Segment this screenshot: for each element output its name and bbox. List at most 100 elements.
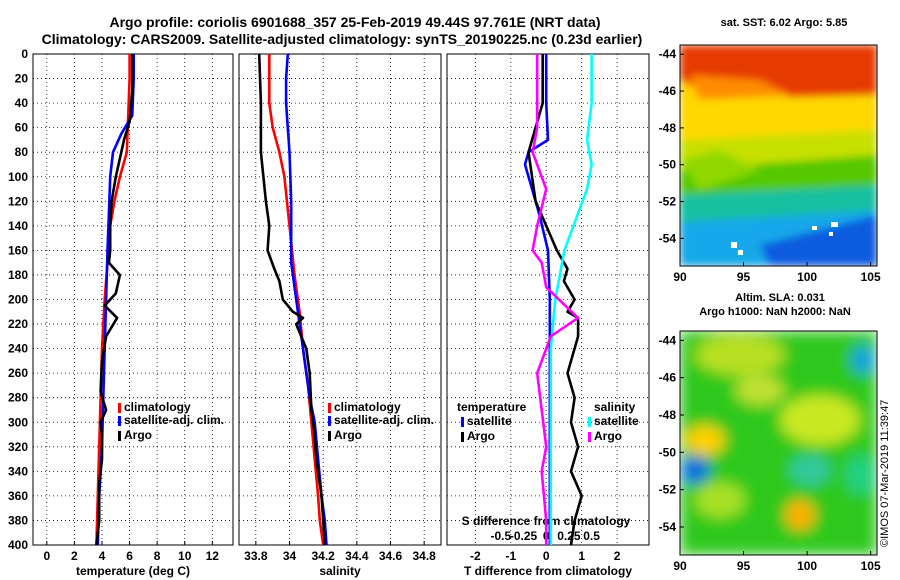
sla-map-subtitle: Argo h1000: NaN h2000: NaN [699, 306, 851, 318]
sla-map-ytick-label: -50 [659, 445, 677, 459]
sla-map-ytick-label: -44 [659, 333, 677, 347]
diff-series-t-satellite [523, 54, 552, 545]
depth-tick-label: 20 [15, 72, 29, 86]
depth-tick-label: 380 [8, 513, 28, 527]
sst-map-ytick-label: -52 [659, 195, 677, 209]
salinity-xtick-label: 34 [283, 549, 297, 563]
sal-legend-swatch [328, 416, 331, 426]
diff-frame [446, 53, 650, 546]
sst-map [680, 45, 877, 266]
sal-legend-label: Argo [334, 428, 362, 442]
depth-tick-label: 360 [8, 489, 28, 503]
sst-map-xtick-label: 90 [673, 270, 687, 284]
figure-title-line2: Climatology: CARS2009. Satellite-adjuste… [42, 31, 643, 47]
depth-tick-label: 40 [15, 96, 29, 110]
salinity-panel: 33.8 34 34.2 34.4 34.6 34.8 salinity climatolog… [238, 53, 442, 578]
temp-legend-label: climatology [124, 400, 191, 414]
depth-tick-label: 280 [8, 391, 28, 405]
figure-title-line1: Argo profile: coriolis 6901688_357 25-Fe… [109, 14, 600, 30]
depth-tick-label: 320 [8, 440, 28, 454]
sla-map-xtick-label: 105 [861, 559, 881, 573]
sal-legend-label: climatology [334, 400, 401, 414]
temperature-xtick-label: 4 [99, 549, 106, 563]
depth-tick-label: 260 [8, 366, 28, 380]
diff-legend-title-temperature: temperature [457, 400, 527, 414]
temp-legend-swatch [118, 416, 121, 426]
sla-map-axes: 90 95 100 105 -44 -46 -48 -50 -52 -54 [659, 333, 881, 573]
depth-tick-label: 180 [8, 268, 28, 282]
diff-legend-swatch-s [588, 432, 591, 442]
sla-map-xtick-label: 95 [737, 559, 751, 573]
temp-legend-swatch [118, 431, 121, 441]
depth-tick-label: 60 [15, 121, 29, 135]
sla-map-frame [679, 330, 878, 556]
depth-tick-label: 160 [8, 243, 28, 257]
diff-s-tick-label: -0.5 [491, 529, 512, 543]
depth-tick-label: 400 [8, 538, 28, 552]
diff-t-xlabel: T difference from climatology [464, 564, 632, 578]
temperature-series-argo [95, 54, 134, 546]
diff-legend-label-s: satellite [594, 414, 639, 428]
temp-legend-swatch [118, 403, 121, 413]
diff-series-s-argo [531, 54, 580, 545]
sal-legend-swatch [328, 431, 331, 441]
sla-map-ytick-label: -46 [659, 371, 677, 385]
sla-map-ytick-label: -54 [659, 520, 677, 534]
sst-map-title: sat. SST: 6.02 Argo: 5.85 [721, 17, 848, 29]
sst-missing-data [731, 222, 838, 255]
sst-map-axes: 90 95 100 105 -44 -46 -48 -50 -52 -54 [659, 47, 881, 284]
depth-tick-label: 340 [8, 464, 28, 478]
diff-series-t-argo [527, 54, 584, 546]
sla-map-xtick-label: 100 [797, 559, 817, 573]
diff-legend-label-t: Argo [467, 429, 495, 443]
diff-legend-label-t: satellite [467, 414, 512, 428]
depth-tick-label: 220 [8, 317, 28, 331]
diff-legend-title-salinity: salinity [594, 400, 636, 414]
sst-map-xtick-label: 95 [737, 270, 751, 284]
sst-map-ytick-label: -46 [659, 84, 677, 98]
diff-t-tick-label: -1 [505, 549, 516, 563]
diff-t-tick-label: 1 [578, 549, 585, 563]
depth-tick-label: 80 [15, 145, 29, 159]
diff-legend-swatch-t [461, 432, 464, 442]
sst-map-ytick-label: -54 [659, 231, 677, 245]
depth-tick-label: 0 [21, 47, 28, 61]
temp-legend-label: Argo [124, 428, 152, 442]
sla-map [680, 331, 877, 555]
sst-map-frame [679, 44, 878, 267]
salinity-frame [238, 53, 442, 546]
diff-series-s-satellite [549, 54, 593, 545]
sla-map-xtick-label: 90 [673, 559, 687, 573]
diff-legend-swatch-s [588, 417, 591, 427]
salinity-series-climatology [267, 54, 325, 546]
diff-t-tick-label: 2 [614, 549, 621, 563]
diff-s-tick-label: -0.25 [510, 529, 538, 543]
depth-tick-label: 140 [8, 219, 28, 233]
salinity-series-satellite-adj-clim- [284, 53, 328, 546]
diff-t-tick-label: -2 [470, 549, 481, 563]
credit-text: ©IMOS 07-Mar-2019 11:39:47 [879, 400, 891, 547]
depth-tick-label: 100 [8, 170, 28, 184]
sla-map-ytick-label: -48 [659, 408, 677, 422]
sst-map-ytick-label: -48 [659, 121, 677, 135]
depth-tick-label: 240 [8, 342, 28, 356]
sal-legend-label: satellite-adj. clim. [334, 413, 434, 427]
depth-tick-label: 120 [8, 194, 28, 208]
sal-legend-swatch [328, 403, 331, 413]
salinity-xtick-label: 34.8 [412, 549, 436, 563]
salinity-xtick-label: 34.2 [311, 549, 335, 563]
diff-legend-label-s: Argo [594, 429, 622, 443]
temperature-xtick-label: 12 [206, 549, 220, 563]
salinity-xlabel: salinity [319, 564, 361, 578]
temperature-xtick-label: 6 [126, 549, 133, 563]
temperature-xlabel: temperature (deg C) [76, 564, 190, 578]
temp-legend-label: satellite-adj. clim. [124, 413, 224, 427]
salinity-series-argo [257, 53, 327, 546]
sst-map-xtick-label: 100 [797, 270, 817, 284]
sla-map-ytick-label: -52 [659, 483, 677, 497]
sla-map-title: Altim. SLA: 0.031 [735, 292, 825, 304]
temperature-xtick-label: 2 [71, 549, 78, 563]
depth-tick-label: 200 [8, 293, 28, 307]
